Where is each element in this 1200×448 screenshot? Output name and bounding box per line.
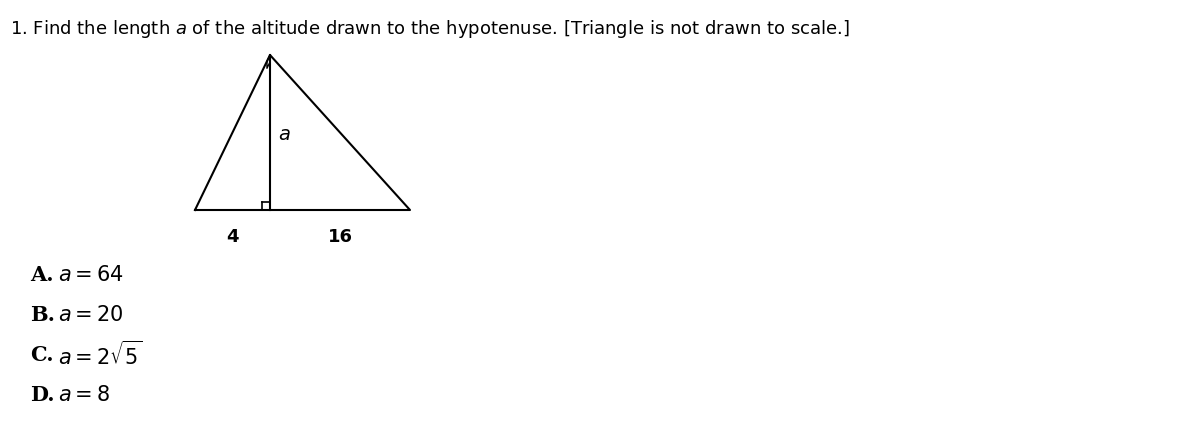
Text: 16: 16 (328, 228, 353, 246)
Text: D.: D. (30, 385, 55, 405)
Text: A.: A. (30, 265, 54, 285)
Text: $a = 20$: $a = 20$ (58, 305, 124, 325)
Text: $a = 64$: $a = 64$ (58, 265, 124, 285)
Text: C.: C. (30, 345, 54, 365)
Text: B.: B. (30, 305, 55, 325)
Text: 4: 4 (226, 228, 239, 246)
Text: $a = 8$: $a = 8$ (58, 385, 110, 405)
Text: $\mathit{a}$: $\mathit{a}$ (278, 126, 290, 144)
Text: $a = 2\sqrt{5}$: $a = 2\sqrt{5}$ (58, 341, 143, 369)
Text: 1. Find the length $a$ of the altitude drawn to the hypotenuse. [Triangle is not: 1. Find the length $a$ of the altitude d… (10, 18, 850, 40)
